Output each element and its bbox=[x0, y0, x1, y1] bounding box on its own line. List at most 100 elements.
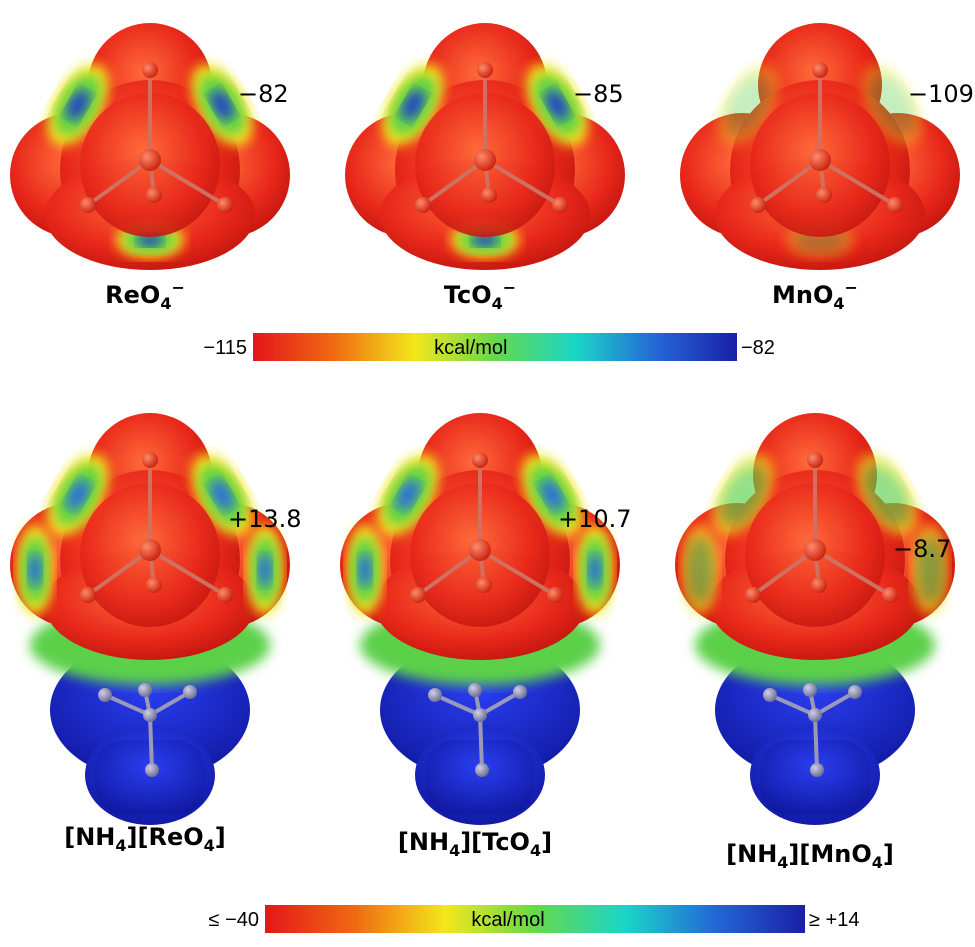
bond bbox=[478, 548, 557, 597]
hydrogen-atom bbox=[138, 683, 152, 697]
surface-patch bbox=[382, 64, 444, 146]
oxygen-atom bbox=[142, 62, 158, 78]
oxygen-atom bbox=[477, 62, 493, 78]
patch-blue bbox=[66, 480, 90, 510]
label-part: − bbox=[845, 278, 858, 297]
label-part: MnO bbox=[772, 281, 833, 309]
anion-map bbox=[10, 23, 290, 270]
colorbar-min: ≤ −40 bbox=[209, 909, 259, 931]
nh-bond bbox=[104, 693, 151, 717]
nh-bond bbox=[478, 714, 484, 771]
label-part: ] bbox=[215, 823, 226, 851]
label-part: [NH bbox=[398, 828, 449, 856]
surface-patch bbox=[521, 454, 583, 536]
oxygen-atom bbox=[807, 452, 823, 468]
patch-green bbox=[916, 537, 944, 603]
bond bbox=[416, 548, 482, 597]
hydrogen-atom bbox=[98, 688, 112, 702]
surface-patch bbox=[246, 525, 284, 615]
ion-pair-map bbox=[675, 413, 955, 825]
bond bbox=[86, 548, 152, 597]
metal-atom bbox=[804, 539, 826, 561]
patch-blue bbox=[472, 233, 498, 247]
patch-blue bbox=[258, 553, 272, 587]
nitrogen-atom bbox=[808, 708, 822, 722]
nh-bond bbox=[479, 690, 521, 717]
oxygen-atom bbox=[811, 577, 827, 593]
potential-value: −82 bbox=[238, 80, 289, 108]
label-part: 4 bbox=[530, 841, 541, 860]
bond bbox=[483, 158, 562, 207]
oxygen-atom bbox=[887, 197, 903, 213]
patch-blue bbox=[401, 90, 425, 120]
label-part: ][TcO bbox=[460, 828, 530, 856]
molecule-label: [NH4][MnO4] bbox=[726, 840, 894, 872]
oxygen-atom bbox=[750, 197, 766, 213]
surface-patch bbox=[856, 454, 918, 536]
hydrogen-atom bbox=[513, 685, 527, 699]
molecule-label: [NH4][ReO4] bbox=[64, 823, 226, 855]
bond bbox=[148, 158, 227, 207]
hydrogen-atom bbox=[468, 683, 482, 697]
label-part: 4 bbox=[204, 836, 215, 855]
surface-patch bbox=[47, 454, 109, 536]
hydrogen-atom bbox=[428, 688, 442, 702]
bond bbox=[756, 158, 822, 207]
patch-blue bbox=[210, 90, 234, 120]
patch-blue bbox=[210, 480, 234, 510]
potential-value: −85 bbox=[573, 80, 624, 108]
nh-bond bbox=[434, 693, 481, 717]
bond bbox=[421, 158, 487, 207]
nitrogen-atom bbox=[143, 708, 157, 722]
oxygen-atom bbox=[146, 577, 162, 593]
surface-patch bbox=[191, 454, 253, 536]
surface-patch bbox=[16, 525, 54, 615]
oxygen-atom bbox=[481, 187, 497, 203]
colorbar-min: −115 bbox=[203, 337, 247, 359]
surface-patch bbox=[712, 454, 774, 536]
hydrogen-atom bbox=[803, 683, 817, 697]
potential-value: +13.8 bbox=[228, 505, 302, 533]
patch-green bbox=[720, 465, 766, 525]
metal-atom bbox=[139, 539, 161, 561]
colorbar-max: ≥ +14 bbox=[809, 909, 859, 931]
patch-green bbox=[725, 75, 771, 135]
surface-patch bbox=[526, 64, 588, 146]
label-part: ][ReO bbox=[127, 823, 204, 851]
label-part: TcO bbox=[444, 281, 492, 309]
hydrogen-atom bbox=[763, 688, 777, 702]
surface-patch bbox=[191, 64, 253, 146]
label-part: 4 bbox=[492, 294, 503, 313]
nh-bond bbox=[813, 714, 819, 771]
surface-patch bbox=[47, 64, 109, 146]
ion-pair-map bbox=[340, 413, 620, 825]
label-part: ][MnO bbox=[788, 840, 871, 868]
nitrogen-atom bbox=[473, 708, 487, 722]
oxygen-atom bbox=[547, 587, 563, 603]
molecule-label: MnO4− bbox=[772, 278, 858, 313]
surface-patch bbox=[576, 525, 614, 615]
patch-green bbox=[686, 537, 714, 603]
label-part: 4 bbox=[449, 841, 460, 860]
oxygen-atom bbox=[476, 577, 492, 593]
colorbar bbox=[265, 905, 805, 933]
molecule-label: ReO4− bbox=[105, 278, 185, 313]
colorbar-unit: kcal/mol bbox=[434, 337, 507, 359]
bond bbox=[148, 548, 227, 597]
patch-blue bbox=[137, 233, 163, 247]
nh-bond bbox=[814, 690, 856, 717]
ion-pair-map bbox=[10, 413, 290, 825]
surface-patch bbox=[911, 525, 949, 615]
metal-atom bbox=[139, 149, 161, 171]
patch-blue bbox=[545, 90, 569, 120]
nh-bond bbox=[148, 714, 154, 771]
patch-green bbox=[869, 75, 915, 135]
molecule-label: TcO4− bbox=[444, 278, 516, 313]
patch-blue bbox=[358, 553, 372, 587]
label-part: 4 bbox=[833, 294, 844, 313]
patch-blue bbox=[28, 553, 42, 587]
label-part: − bbox=[503, 278, 516, 297]
metal-atom bbox=[469, 539, 491, 561]
potential-value: −109 bbox=[908, 80, 974, 108]
